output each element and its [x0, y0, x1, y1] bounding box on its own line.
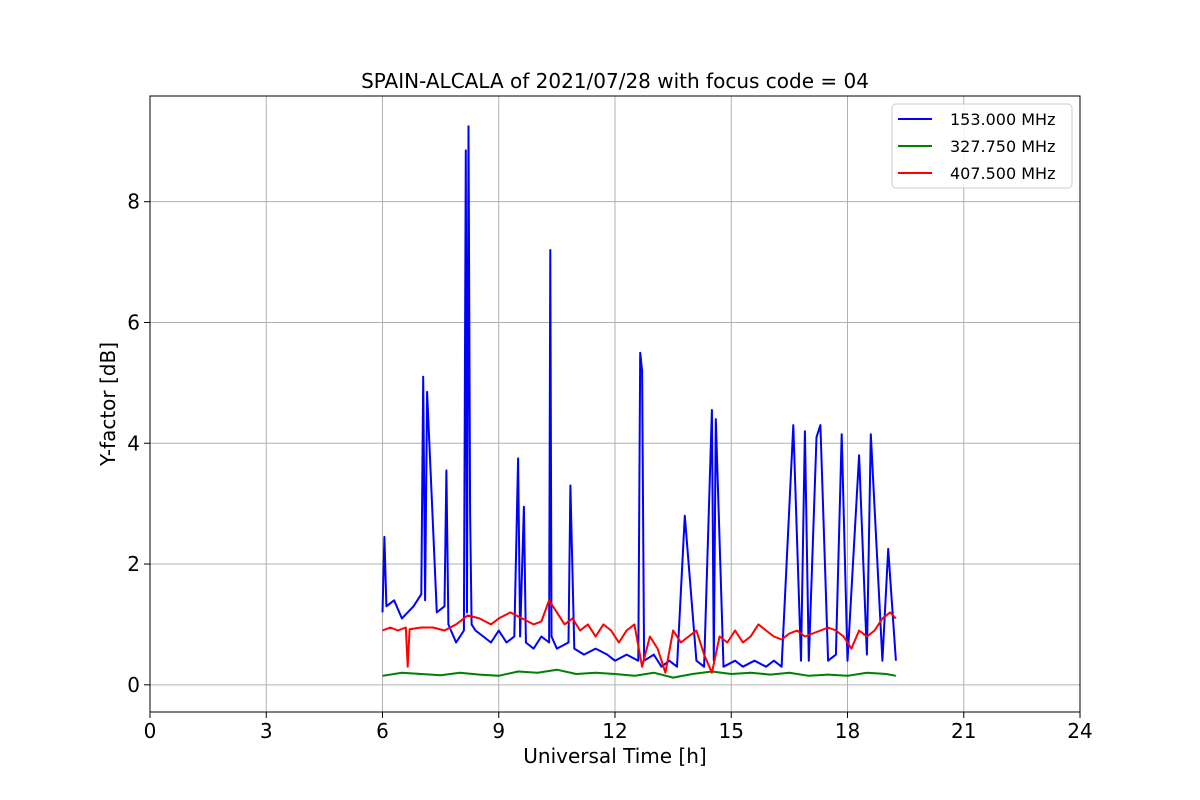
y-tick-label: 2	[127, 552, 140, 576]
legend-entry: 327.750 MHz	[950, 137, 1055, 156]
legend-box	[891, 103, 1073, 189]
y-tick-label: 4	[127, 431, 140, 455]
y-axis: 0 2 4 6 8	[127, 190, 150, 697]
y-tick-label: 6	[127, 310, 140, 334]
series-line-1	[381, 125, 897, 668]
x-axis-label: Universal Time [h]	[523, 744, 706, 768]
x-tick-label: 0	[144, 719, 157, 743]
series-line-3	[382, 599, 897, 674]
x-tick-label: 15	[719, 719, 744, 743]
x-tick-label: 18	[835, 719, 860, 743]
x-tick-label: 24	[1067, 719, 1092, 743]
x-tick-label: 12	[602, 719, 627, 743]
x-tick-label: 21	[951, 719, 976, 743]
legend-entry: 153.000 MHz	[950, 110, 1055, 129]
series-layer	[381, 125, 897, 679]
x-tick-label: 9	[492, 719, 505, 743]
y-tick-label: 0	[127, 673, 140, 697]
x-axis: 0 3 6 9 12 15 18 21 24	[144, 712, 1093, 743]
x-tick-label: 6	[376, 719, 389, 743]
legend-entry: 407.500 MHz	[950, 164, 1055, 183]
chart-title: SPAIN-ALCALA of 2021/07/28 with focus co…	[361, 69, 869, 93]
x-tick-label: 3	[260, 719, 273, 743]
legend: 153.000 MHz 327.750 MHz 407.500 MHz	[891, 103, 1073, 189]
y-tick-label: 8	[127, 190, 140, 214]
y-axis-label: Y-factor [dB]	[96, 342, 120, 467]
series-line-2	[382, 668, 897, 679]
